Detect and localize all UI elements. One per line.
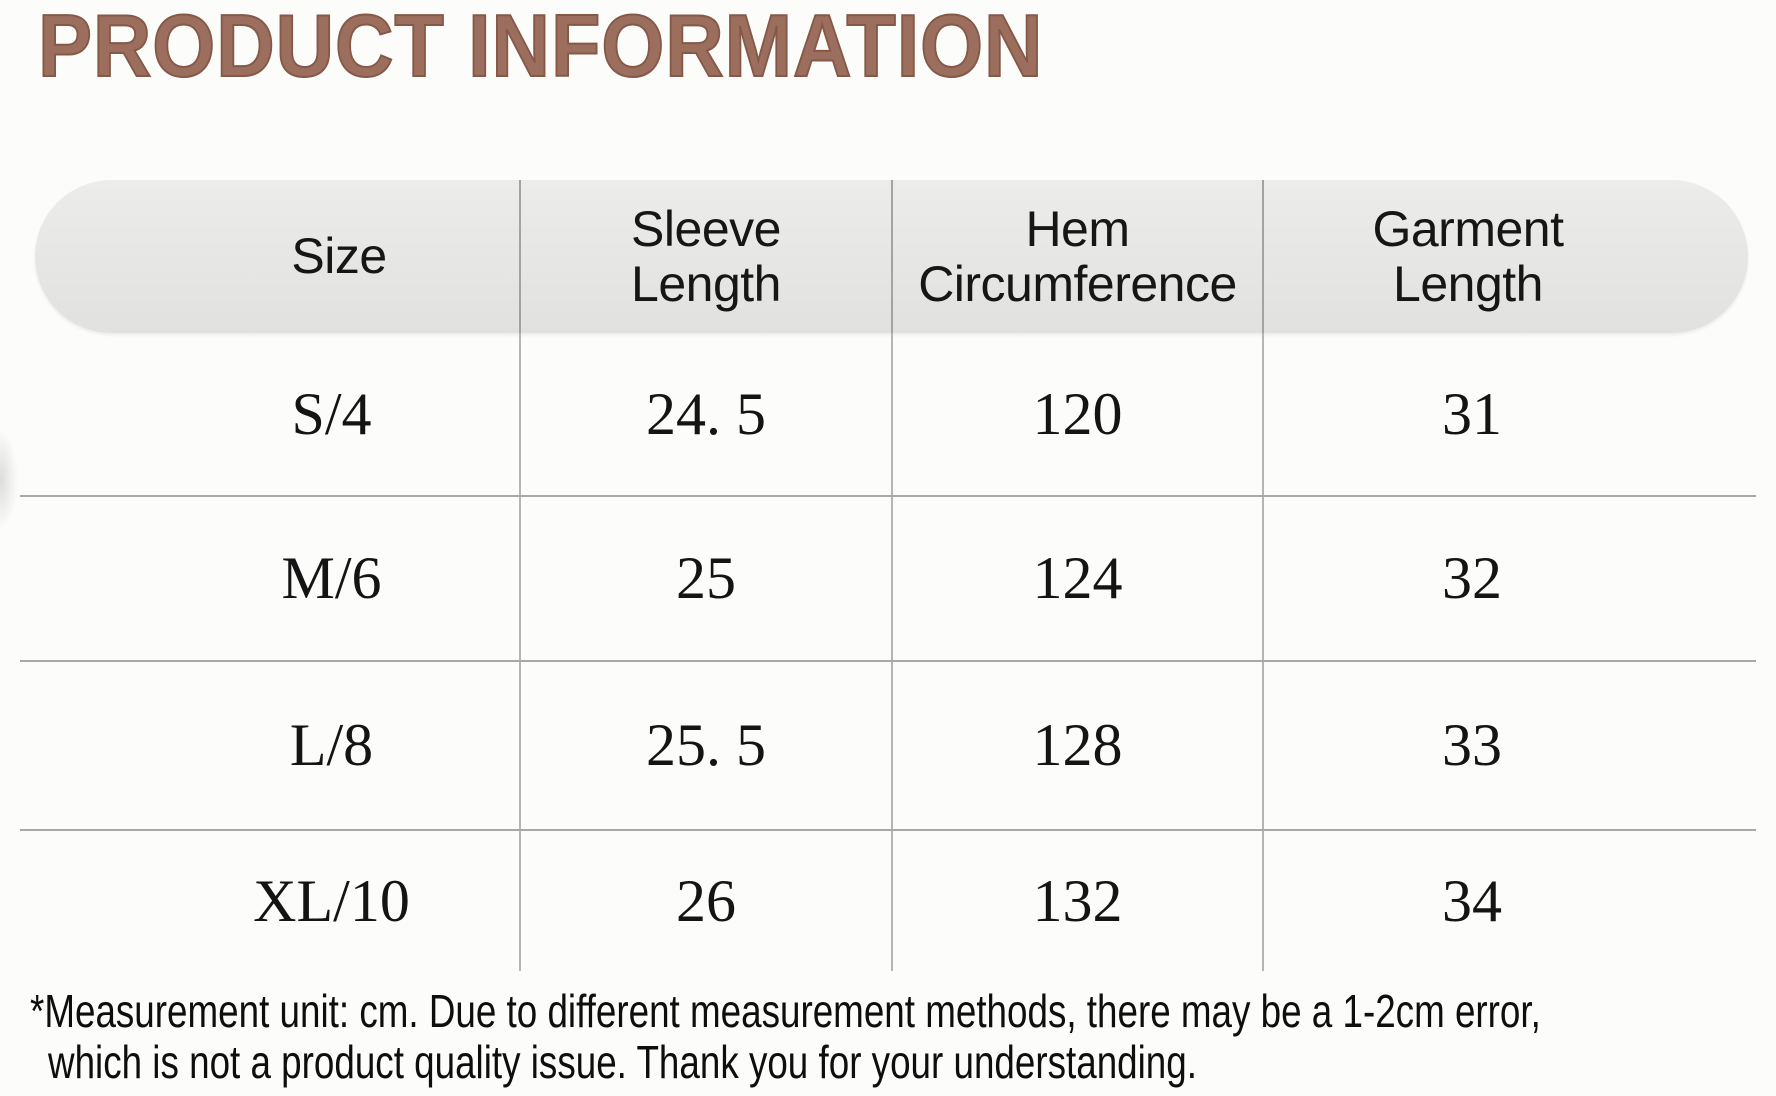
table-row-xl10: XL/10 26 132 34 bbox=[20, 829, 1756, 971]
table-header-row: Size Sleeve Length Hem Circumference Gar… bbox=[35, 180, 1748, 333]
garment-length-cell: 34 bbox=[1442, 867, 1502, 934]
garment-length-cell: 33 bbox=[1442, 712, 1502, 778]
table-body: S/4 24. 5 120 31 M/6 25 124 32 L/8 25. 5… bbox=[20, 333, 1756, 971]
hem-circumference-cell: 124 bbox=[893, 497, 1264, 660]
column-header-size: Size bbox=[35, 180, 521, 333]
size-cell: M/6 bbox=[20, 497, 521, 660]
table-row-s4: S/4 24. 5 120 31 bbox=[20, 333, 1756, 495]
garment-length-cell: 31 bbox=[1442, 380, 1502, 447]
column-header-label: Hem Circumference bbox=[918, 200, 1237, 312]
size-cell: L/8 bbox=[20, 662, 521, 829]
column-header-hem-circumference: Hem Circumference bbox=[893, 180, 1264, 333]
column-header-label: Size bbox=[291, 228, 387, 284]
sleeve-length-cell: 26 bbox=[521, 831, 893, 971]
hem-circumference-cell: 132 bbox=[893, 831, 1264, 971]
garment-length-cell: 32 bbox=[1442, 545, 1502, 611]
table-row-m6: M/6 25 124 32 bbox=[20, 495, 1756, 660]
sleeve-length-cell: 25. 5 bbox=[521, 662, 893, 829]
column-header-label: Sleeve Length bbox=[631, 200, 781, 312]
column-header-sleeve-length: Sleeve Length bbox=[521, 180, 893, 333]
sleeve-length-cell: 24. 5 bbox=[521, 333, 893, 495]
column-header-garment-length: Garment Length bbox=[1264, 180, 1748, 333]
hem-circumference-cell: 120 bbox=[893, 333, 1264, 495]
hem-circumference-cell: 128 bbox=[893, 662, 1264, 829]
sleeve-length-cell: 25 bbox=[521, 497, 893, 660]
size-cell: S/4 bbox=[20, 333, 521, 495]
size-cell: XL/10 bbox=[20, 831, 521, 971]
measurement-note: *Measurement unit: cm. Due to different … bbox=[30, 986, 1776, 1087]
page-title: PRODUCT INFORMATION bbox=[37, 0, 1044, 95]
column-header-label: Garment Length bbox=[1372, 200, 1564, 312]
measurement-note-line-1: *Measurement unit: cm. Due to different … bbox=[30, 985, 1541, 1037]
measurement-note-line-2: which is not a product quality issue. Th… bbox=[48, 1036, 1197, 1088]
table-row-l8: L/8 25. 5 128 33 bbox=[20, 660, 1756, 829]
scan-artifact bbox=[0, 430, 18, 530]
